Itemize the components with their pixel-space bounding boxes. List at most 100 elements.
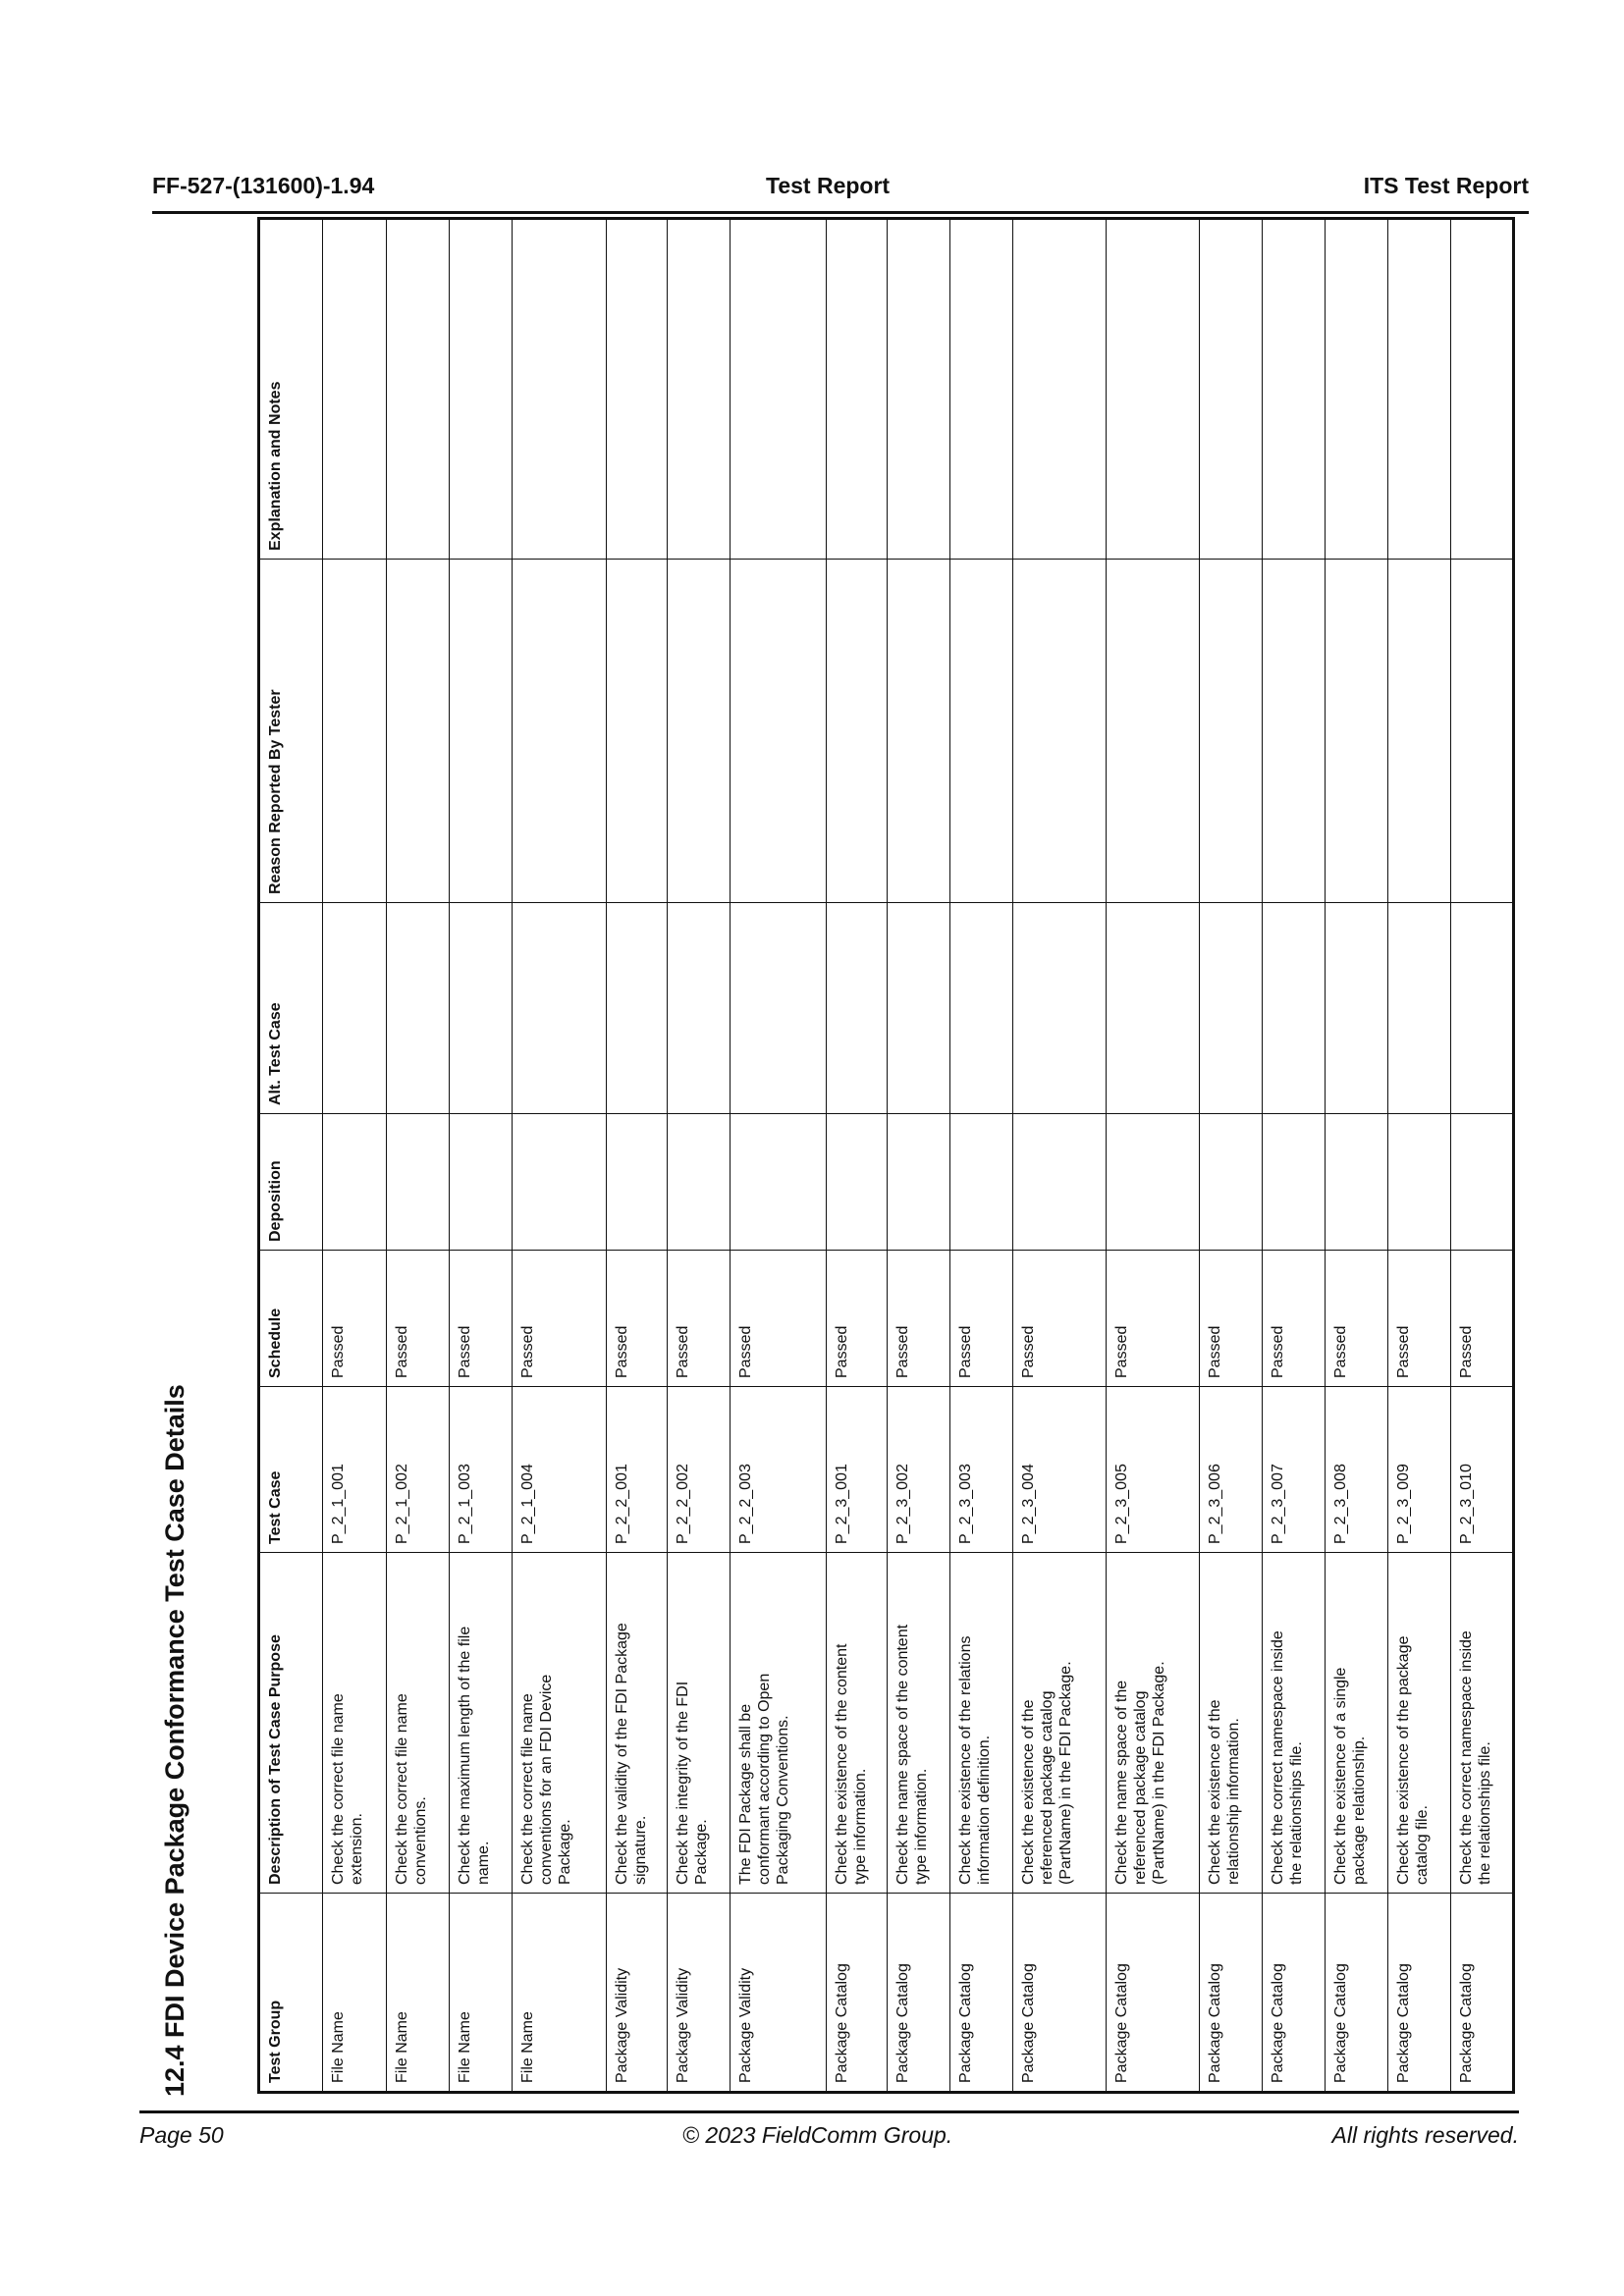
cell-deposition [667,1113,731,1251]
cell-schedule: Passed [606,1250,668,1387]
cell-deposition [512,1113,607,1251]
cell-reason [826,559,888,903]
cell-schedule: Passed [1450,1250,1514,1387]
cell-alt-test-case [730,902,827,1114]
cell-description: Check the name space of the referenced p… [1106,1552,1200,1894]
cell-reason [1106,559,1200,903]
cell-test-case: P_2_3_010 [1450,1386,1514,1553]
cell-test-group: File Name [386,1893,450,2093]
cell-alt-test-case [1387,902,1451,1114]
cell-reason [512,559,607,903]
cell-notes [512,218,607,560]
cell-schedule: Passed [1325,1250,1388,1387]
footer-rule [139,2110,1519,2113]
col-header-deposition: Deposition [258,1113,323,1251]
col-header-description: Description of Test Case Purpose [258,1552,323,1894]
cell-test-group: Package Catalog [1106,1893,1200,2093]
test-case-table: Test Group Description of Test Case Purp… [257,217,1515,2094]
cell-notes [1012,218,1107,560]
cell-description: Check the existence of the content type … [826,1552,888,1894]
cell-schedule: Passed [1387,1250,1451,1387]
cell-reason [1387,559,1451,903]
cell-schedule: Passed [512,1250,607,1387]
header-rule [152,211,1529,214]
cell-test-group: Package Catalog [1012,1893,1107,2093]
cell-schedule: Passed [1012,1250,1107,1387]
cell-description: Check the existence of a single package … [1325,1552,1388,1894]
cell-schedule: Passed [322,1250,387,1387]
cell-test-case: P_2_3_007 [1262,1386,1326,1553]
table-row: Package Catalog Check the name space of t… [1106,218,1200,2093]
cell-test-group: Package Catalog [1387,1893,1451,2093]
cell-description: Check the maximum length of the file nam… [449,1552,513,1894]
cell-reason [887,559,950,903]
cell-test-case: P_2_3_008 [1325,1386,1388,1553]
cell-alt-test-case [386,902,450,1114]
cell-test-case: P_2_3_009 [1387,1386,1451,1553]
col-header-test-case: Test Case [258,1386,323,1553]
cell-deposition [730,1113,827,1251]
cell-deposition [826,1113,888,1251]
cell-deposition [949,1113,1013,1251]
table-header-row: Test Group Description of Test Case Purp… [258,218,323,2093]
cell-description: Check the integrity of the FDI Package. [667,1552,731,1894]
cell-description: Check the correct file name extension. [322,1552,387,1894]
cell-deposition [1325,1113,1388,1251]
table-row: File Name Check the correct file name con… [512,218,607,2093]
cell-schedule: Passed [1262,1250,1326,1387]
col-header-test-group: Test Group [258,1893,323,2093]
col-header-schedule: Schedule [258,1250,323,1387]
cell-test-group: Package Catalog [887,1893,950,2093]
cell-schedule: Passed [887,1250,950,1387]
cell-test-case: P_2_3_005 [1106,1386,1200,1553]
table-row: File Name Check the correct file name con… [386,218,450,2093]
cell-notes [322,218,387,560]
cell-notes [887,218,950,560]
cell-deposition [386,1113,450,1251]
table-row: Package Catalog Check the existence of th… [1387,218,1451,2093]
cell-alt-test-case [1325,902,1388,1114]
cell-reason [1325,559,1388,903]
cell-description: Check the correct namespace inside the r… [1450,1552,1514,1894]
table-row: Package Catalog Check the existence of th… [949,218,1013,2093]
cell-test-group: Package Catalog [1262,1893,1326,2093]
cell-test-group: Package Catalog [1450,1893,1514,2093]
table-row: Package Catalog Check the existence of a … [1325,218,1388,2093]
cell-alt-test-case [606,902,668,1114]
cell-schedule: Passed [1106,1250,1200,1387]
cell-notes [1450,218,1514,560]
cell-test-group: Package Catalog [1325,1893,1388,2093]
cell-notes [730,218,827,560]
cell-notes [386,218,450,560]
cell-schedule: Passed [949,1250,1013,1387]
cell-notes [667,218,731,560]
cell-deposition [1450,1113,1514,1251]
cell-alt-test-case [1450,902,1514,1114]
cell-deposition [1106,1113,1200,1251]
cell-reason [667,559,731,903]
cell-schedule: Passed [386,1250,450,1387]
cell-description: Check the validity of the FDI Package si… [606,1552,668,1894]
cell-alt-test-case [1199,902,1263,1114]
cell-alt-test-case [1262,902,1326,1114]
cell-test-group: File Name [322,1893,387,2093]
cell-reason [449,559,513,903]
cell-test-group: Package Catalog [826,1893,888,2093]
cell-description: Check the correct namespace inside the r… [1262,1552,1326,1894]
cell-notes [1387,218,1451,560]
table-row: Package Catalog Check the name space of t… [887,218,950,2093]
col-header-notes: Explanation and Notes [258,218,323,560]
cell-test-group: Package Validity [667,1893,731,2093]
table-row: Package Catalog Check the existence of th… [826,218,888,2093]
table-row: Package Catalog Check the existence of th… [1012,218,1107,2093]
cell-alt-test-case [826,902,888,1114]
cell-deposition [606,1113,668,1251]
test-case-table-container: Test Group Description of Test Case Purp… [257,217,1515,2094]
cell-notes [826,218,888,560]
cell-description: Check the existence of the relationship … [1199,1552,1263,1894]
cell-schedule: Passed [826,1250,888,1387]
table-row: Package Validity Check the validity of th… [606,218,668,2093]
cell-notes [1262,218,1326,560]
cell-test-case: P_2_1_003 [449,1386,513,1553]
cell-reason [949,559,1013,903]
